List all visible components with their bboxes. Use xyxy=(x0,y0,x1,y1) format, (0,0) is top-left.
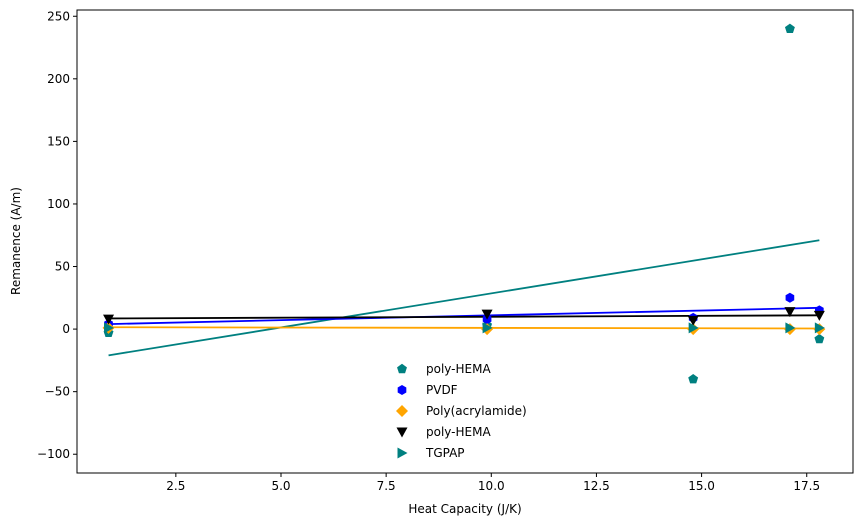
trend-line xyxy=(108,239,820,357)
y-tick-label: 100 xyxy=(47,197,70,211)
legend-marker xyxy=(396,405,408,417)
data-point xyxy=(688,322,699,334)
legend-label: poly-HEMA xyxy=(426,362,491,376)
x-axis-label: Heat Capacity (J/K) xyxy=(408,502,521,516)
x-tick-label: 7.5 xyxy=(377,479,396,493)
trend-line xyxy=(108,306,820,325)
data-point xyxy=(481,309,493,320)
legend: poly-HEMA PVDF Poly(acrylamide) poly-HEMA TG… xyxy=(396,362,527,460)
x-tick-label: 15.0 xyxy=(688,479,715,493)
data-point xyxy=(688,373,699,384)
legend-marker xyxy=(397,363,407,374)
y-axis-ticks: −100 −50 0 50 100 150 200 250 xyxy=(37,9,77,461)
legend-label: TGPAP xyxy=(425,446,465,460)
data-point xyxy=(814,322,825,334)
data-point xyxy=(813,310,825,321)
plot-frame xyxy=(76,9,854,474)
legend-label: Poly(acrylamide) xyxy=(426,404,527,418)
data-point xyxy=(785,292,795,303)
y-tick-label: 50 xyxy=(55,260,70,274)
data-point xyxy=(785,322,796,334)
x-tick-label: 10.0 xyxy=(478,479,505,493)
data-markers xyxy=(102,23,826,384)
y-tick-label: −100 xyxy=(37,447,70,461)
data-point xyxy=(814,333,825,344)
data-point xyxy=(784,23,795,33)
y-tick-label: 200 xyxy=(47,72,70,86)
trend-lines xyxy=(108,239,820,357)
x-tick-label: 2.5 xyxy=(166,479,185,493)
y-tick-label: 150 xyxy=(47,134,70,148)
data-point xyxy=(784,307,796,318)
data-point xyxy=(687,315,699,326)
x-tick-label: 17.5 xyxy=(793,479,820,493)
y-tick-label: 0 xyxy=(62,322,70,336)
y-axis-label: Remanence (A/m) xyxy=(9,187,23,295)
x-tick-label: 12.5 xyxy=(583,479,610,493)
x-axis-ticks: 2.5 5.0 7.5 10.0 12.5 15.0 17.5 xyxy=(166,473,820,493)
data-point xyxy=(482,322,493,334)
data-point xyxy=(103,314,115,325)
legend-marker xyxy=(396,427,408,438)
trend-line xyxy=(108,326,820,330)
data-point xyxy=(104,322,115,334)
x-tick-label: 5.0 xyxy=(271,479,290,493)
y-tick-label: 250 xyxy=(47,9,70,23)
plot-area xyxy=(77,10,853,473)
y-tick-label: −50 xyxy=(45,385,70,399)
legend-marker xyxy=(397,447,408,459)
legend-marker xyxy=(397,385,407,395)
trend-line xyxy=(108,314,820,320)
legend-label: poly-HEMA xyxy=(426,425,491,439)
legend-label: PVDF xyxy=(426,383,458,397)
